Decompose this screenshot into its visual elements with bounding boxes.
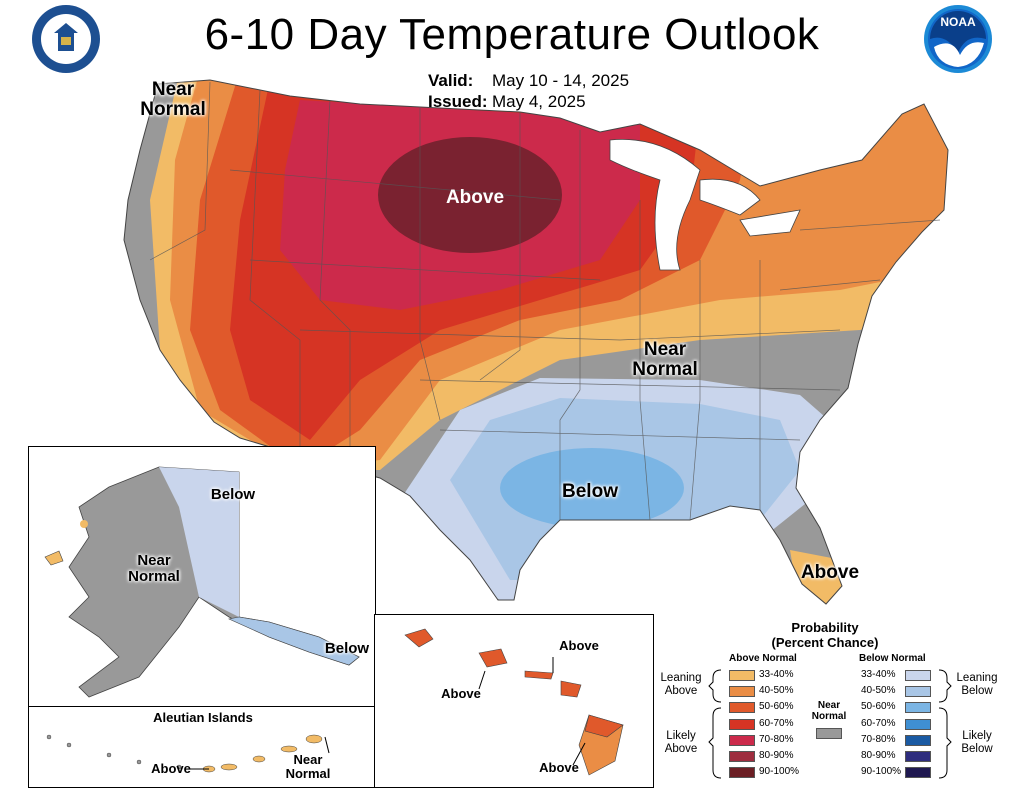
legend-below-pct-6: 80-90% [861,750,896,761]
issued-date: May 4, 2025 [492,92,586,111]
hawaii-inset: Above Above Above [374,614,654,788]
legend-above-pct-4: 60-70% [759,717,794,729]
noaa-logo-icon: NOAA [924,5,992,73]
legend-above-swatch-5 [729,734,755,746]
legend-below-pct-3: 50-60% [861,701,896,713]
legend-below-pct-5: 70-80% [861,733,896,745]
legend-below-swatch-6 [905,751,931,762]
label-near-normal-alaska: Near Normal [128,552,180,585]
legend-above-swatch-7 [729,767,755,779]
legend-above-swatch-3 [729,702,755,714]
legend-below-pct-7: 90-100% [861,766,902,778]
label-above-hawaii-west: Above [441,686,481,701]
legend-below-header: Below Normal [859,653,926,664]
aleutian-inset: Aleutian Islands Above Near Normal [28,706,376,788]
label-above-north-plains: Above [445,187,505,208]
label-near-normal-central: Near Normal [632,339,698,380]
legend-below-swatch-4 [905,718,931,730]
label-near-normal-aleutian: Near Normal [285,752,331,781]
legend-below-swatch-2 [905,686,931,698]
legend-above-pct-1: 33-40% [759,669,794,680]
label-above-hawaii-center: Above [559,638,599,653]
legend-above-header: Above Normal [729,653,797,664]
hawaii-map [404,628,624,776]
legend-near-normal-swatch [816,728,842,739]
legend-above-pct-7: 90-100% [759,766,800,778]
legend-above-pct-5: 70-80% [759,733,794,745]
valid-date: May 10 - 14, 2025 [492,71,630,90]
alaska-map [44,466,360,698]
legend-title: Probability (Percent Chance) [771,620,879,650]
alaska-inset: Below Near Normal Below [28,446,376,708]
legend-leaning-below: Leaning Below [956,672,998,697]
probability-legend: Probability (Percent Chance) Above Norma… [655,620,1015,790]
legend-braces [708,669,952,779]
legend-likely-below: Likely Below [961,730,993,755]
state-boundaries [149,81,941,521]
below-50-60-band [500,448,684,528]
legend-above-swatch-2 [729,686,755,698]
legend-below-pct-2: 40-50% [861,685,896,697]
map-title: 6-10 Day Temperature Outlook [204,10,820,59]
above-80-90-band [378,137,562,253]
legend-below-swatch-7 [905,767,931,779]
label-below-alaska-south: Below [324,640,370,657]
legend-near-normal-label: Near Normal [811,700,847,722]
great-lakes [609,139,801,271]
aleutian-map [46,734,330,773]
label-below-southern-plains: Below [562,481,618,502]
label-above-florida: Above [800,562,860,583]
valid-label: Valid: [428,71,474,90]
legend-below-pct-1: 33-40% [861,669,896,680]
date-info: Valid: May 10 - 14, 2025 Issued: May 4, 20… [428,70,629,112]
legend-above-pct-3: 50-60% [759,701,794,713]
label-above-hawaii-big-island: Above [539,760,579,775]
label-above-aleutian: Above [151,761,191,776]
noaa-logo-text: NOAA [940,15,976,29]
legend-leaning-above: Leaning Above [660,672,702,697]
legend-below-pct-4: 60-70% [861,717,896,729]
legend-likely-above: Likely Above [664,730,698,755]
legend-above-swatch-6 [729,751,755,762]
label-near-normal-northwest: Near Normal [140,79,206,120]
legend-above-swatch-1 [729,670,755,681]
label-below-alaska-north: Below [210,486,256,503]
legend-above-pct-6: 80-90% [759,750,794,761]
legend-below-swatch-1 [905,670,931,681]
legend-above-pct-2: 40-50% [759,685,794,697]
issued-label: Issued: [428,92,488,111]
commerce-seal-icon [32,5,100,73]
legend-below-swatch-5 [905,734,931,746]
aleutian-title: Aleutian Islands [153,710,253,725]
legend-below-swatch-3 [905,702,931,714]
legend-above-swatch-4 [729,718,755,730]
